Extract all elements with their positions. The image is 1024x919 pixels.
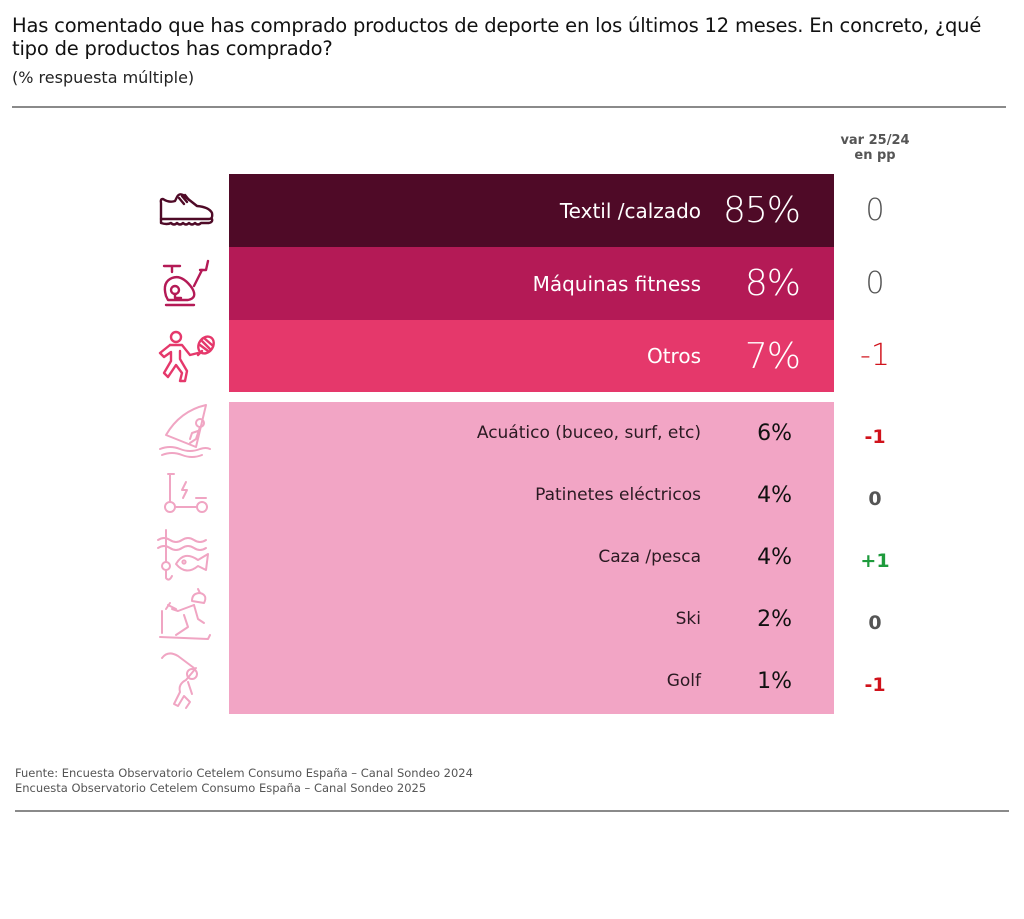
chart-title: Has comentado que has comprado productos… [12, 14, 982, 60]
var-header-line2: en pp [854, 148, 896, 163]
fishing-icon [150, 524, 222, 586]
value-label: 85% [722, 190, 801, 231]
bottom-divider [15, 810, 1009, 812]
category-label: Textil /calzado [559, 198, 701, 223]
category-label: Golf [666, 671, 701, 691]
value-label: 4% [757, 482, 792, 508]
sneaker-icon [150, 174, 222, 247]
category-label: Patinetes eléctricos [535, 485, 701, 505]
bar-row: Acuático (buceo, surf, etc) 6% [229, 408, 834, 458]
source-note: Fuente: Encuesta Observatorio Cetelem Co… [15, 766, 473, 796]
bar-row: Máquinas fitness 8% [229, 247, 834, 320]
category-label: Otros [646, 344, 701, 368]
top-divider [12, 106, 1006, 108]
others-block-background [229, 402, 834, 714]
category-label: Máquinas fitness [532, 271, 701, 296]
variation-value: -1 [860, 338, 890, 373]
category-label: Caza /pesca [598, 547, 701, 567]
exercise-bike-icon [150, 247, 222, 320]
variation-value: -1 [864, 674, 886, 696]
value-label: 6% [757, 420, 792, 446]
value-label: 7% [744, 335, 801, 377]
bar-row: Otros 7% [229, 320, 834, 392]
variation-value: 0 [865, 265, 885, 301]
windsurf-icon [150, 400, 222, 462]
bar-row: Ski 2% [229, 594, 834, 644]
variation-value: 0 [868, 612, 882, 634]
tennis-player-icon [150, 320, 222, 393]
source-line-1: Fuente: Encuesta Observatorio Cetelem Co… [15, 766, 473, 780]
value-label: 1% [757, 668, 792, 694]
bar-row: Caza /pesca 4% [229, 532, 834, 582]
category-label: Acuático (buceo, surf, etc) [476, 423, 701, 443]
golfer-icon [150, 648, 222, 710]
var-column-header: var 25/24 en pp [830, 133, 920, 163]
bar-row: Patinetes eléctricos 4% [229, 470, 834, 520]
skier-icon [150, 586, 222, 648]
variation-value: -1 [864, 426, 886, 448]
category-label: Ski [675, 609, 701, 629]
variation-value: 0 [868, 488, 882, 510]
variation-value: 0 [865, 192, 885, 228]
chart-subtitle: (% respuesta múltiple) [12, 68, 195, 87]
electric-scooter-icon [150, 462, 222, 524]
bar-row: Textil /calzado 85% [229, 174, 834, 247]
source-line-2: Encuesta Observatorio Cetelem Consumo Es… [15, 781, 427, 795]
value-label: 2% [757, 606, 792, 632]
value-label: 8% [744, 263, 801, 304]
variation-value: +1 [860, 550, 890, 572]
value-label: 4% [757, 544, 792, 570]
var-header-line1: var 25/24 [840, 133, 910, 148]
bar-row: Golf 1% [229, 656, 834, 706]
